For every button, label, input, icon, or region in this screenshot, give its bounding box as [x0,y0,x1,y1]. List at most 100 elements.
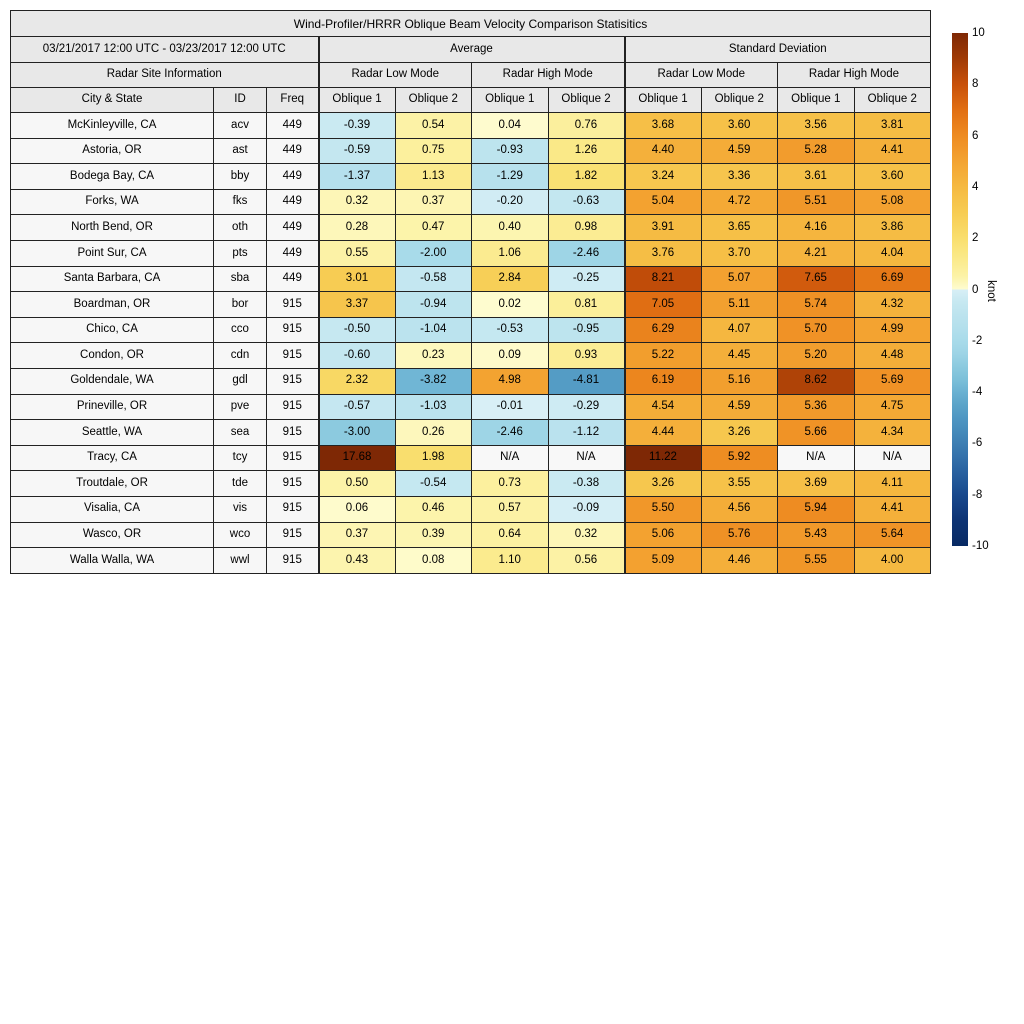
value-cell: 5.36 [778,394,855,420]
value-cell: 4.99 [854,317,931,343]
table-row: Visalia, CAvis9150.060.460.57-0.095.504.… [11,496,931,522]
value-cell: 0.37 [319,522,396,548]
city-state-cell: Chico, CA [11,317,214,343]
freq-cell: 915 [267,522,319,548]
table-row: Wasco, ORwco9150.370.390.640.325.065.765… [11,522,931,548]
value-cell: 0.46 [395,496,472,522]
colorbar-tick-label: 10 [972,26,1006,40]
value-cell: 0.98 [548,215,625,241]
value-cell: 5.74 [778,292,855,318]
value-cell: -0.54 [395,471,472,497]
value-cell: 0.50 [319,471,396,497]
value-cell: 5.55 [778,548,855,574]
value-cell: 4.41 [854,496,931,522]
value-cell: 5.07 [701,266,778,292]
value-cell: 0.28 [319,215,396,241]
site-id-cell: bby [214,164,267,190]
freq-cell: 449 [267,164,319,190]
col-sd-high-oblique1: Oblique 1 [778,88,855,113]
value-cell: 3.36 [701,164,778,190]
value-cell: 5.76 [701,522,778,548]
table-row: Condon, ORcdn915-0.600.230.090.935.224.4… [11,343,931,369]
value-cell: 5.92 [701,445,778,471]
value-cell: -0.60 [319,343,396,369]
col-freq: Freq [267,88,319,113]
value-cell: 3.01 [319,266,396,292]
value-cell: -3.82 [395,368,472,394]
colorbar-tick-label: 6 [972,129,1006,143]
value-cell: 0.76 [548,113,625,139]
city-state-cell: Tracy, CA [11,445,214,471]
value-cell: 1.06 [472,240,549,266]
colorbar-tick-label: 4 [972,180,1006,194]
site-id-cell: cco [214,317,267,343]
site-id-cell: ast [214,138,267,164]
value-cell: -4.81 [548,368,625,394]
value-cell: 4.98 [472,368,549,394]
value-cell: 3.26 [701,420,778,446]
value-cell: 0.02 [472,292,549,318]
value-cell: 4.54 [625,394,702,420]
value-cell: 3.60 [701,113,778,139]
value-cell: 5.64 [854,522,931,548]
value-cell: 3.86 [854,215,931,241]
table-row: Walla Walla, WAwwl9150.430.081.100.565.0… [11,548,931,574]
value-cell: 3.37 [319,292,396,318]
value-cell: 0.54 [395,113,472,139]
value-cell: 5.06 [625,522,702,548]
value-cell: 8.21 [625,266,702,292]
value-cell: 4.46 [701,548,778,574]
figure-canvas: Wind-Profiler/HRRR Oblique Beam Velocity… [0,0,1024,1024]
value-cell: 2.32 [319,368,396,394]
value-cell: 4.16 [778,215,855,241]
value-cell: 5.22 [625,343,702,369]
value-cell: -0.09 [548,496,625,522]
value-cell: 5.04 [625,189,702,215]
value-cell: 7.05 [625,292,702,318]
table-row: Tracy, CAtcy91517.681.98N/AN/A11.225.92N… [11,445,931,471]
value-cell: -0.58 [395,266,472,292]
value-cell: 0.37 [395,189,472,215]
freq-cell: 449 [267,138,319,164]
group-header-row: 03/21/2017 12:00 UTC - 03/23/2017 12:00 … [11,37,931,63]
value-cell: 5.28 [778,138,855,164]
value-cell: 5.43 [778,522,855,548]
site-id-cell: pts [214,240,267,266]
colorbar-tick-label: 8 [972,77,1006,91]
freq-cell: 915 [267,292,319,318]
value-cell: 3.60 [854,164,931,190]
col-avg-low-oblique2: Oblique 2 [395,88,472,113]
value-cell: 3.69 [778,471,855,497]
value-cell: 5.94 [778,496,855,522]
mode-header-row: Radar Site Information Radar Low Mode Ra… [11,63,931,88]
value-cell: 3.81 [854,113,931,139]
average-group-header: Average [319,37,625,63]
freq-cell: 449 [267,266,319,292]
table-row: Boardman, ORbor9153.37-0.940.020.817.055… [11,292,931,318]
value-cell: 5.50 [625,496,702,522]
value-cell: 4.48 [854,343,931,369]
value-cell: 3.91 [625,215,702,241]
value-cell: 5.69 [854,368,931,394]
value-cell: 4.21 [778,240,855,266]
value-cell: -1.04 [395,317,472,343]
city-state-cell: Walla Walla, WA [11,548,214,574]
value-cell: -2.46 [548,240,625,266]
site-id-cell: pve [214,394,267,420]
value-cell: 5.66 [778,420,855,446]
value-cell: 1.10 [472,548,549,574]
colorbar-unit-label: knot [985,280,997,302]
value-cell: 3.56 [778,113,855,139]
value-cell: 0.73 [472,471,549,497]
city-state-cell: Astoria, OR [11,138,214,164]
value-cell: -0.94 [395,292,472,318]
table-title: Wind-Profiler/HRRR Oblique Beam Velocity… [11,11,931,37]
value-cell: 0.09 [472,343,549,369]
value-cell: 4.45 [701,343,778,369]
freq-cell: 449 [267,189,319,215]
value-cell: 0.75 [395,138,472,164]
site-id-cell: acv [214,113,267,139]
value-cell: 6.19 [625,368,702,394]
value-cell: -0.57 [319,394,396,420]
table-row: Troutdale, ORtde9150.50-0.540.73-0.383.2… [11,471,931,497]
